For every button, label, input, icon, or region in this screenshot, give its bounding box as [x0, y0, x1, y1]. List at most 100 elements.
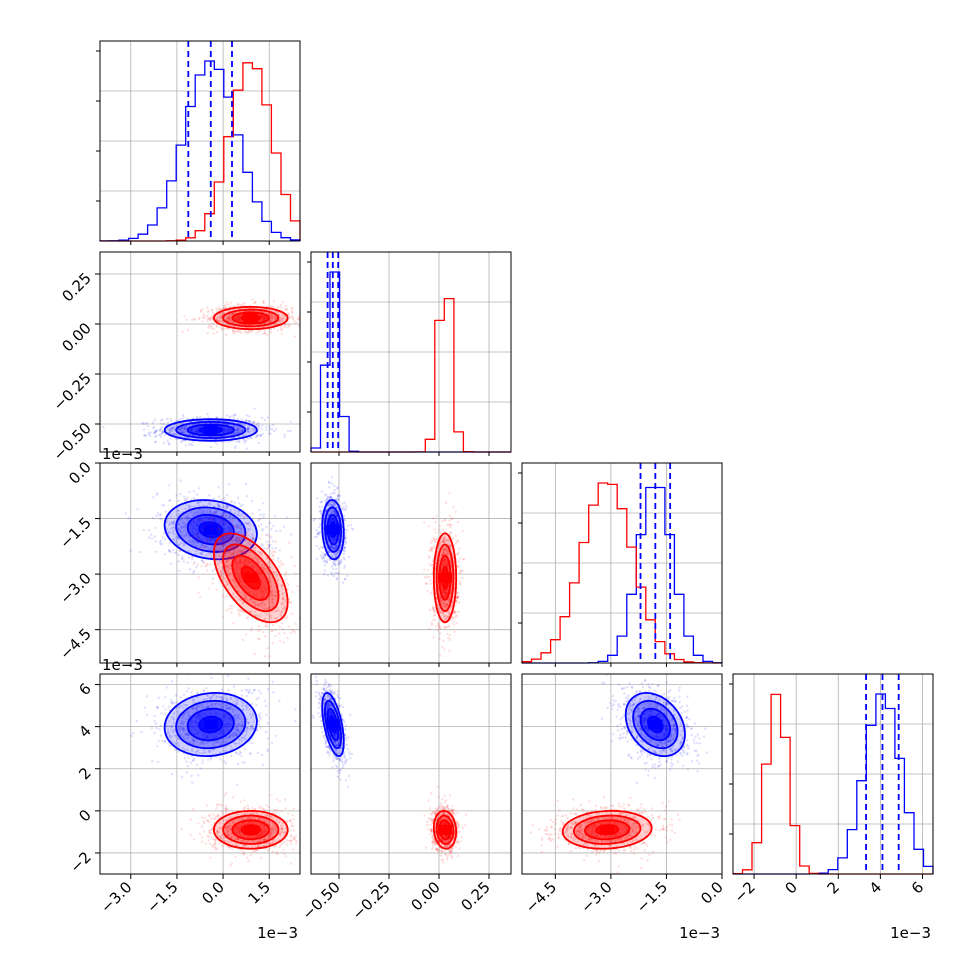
- scatter-point: [227, 316, 231, 319]
- scatter-point: [254, 557, 257, 560]
- scatter-point: [313, 535, 316, 539]
- scatter-point: [102, 425, 105, 429]
- scatter-point: [279, 316, 283, 320]
- scatter-point: [183, 427, 186, 430]
- scatter-point: [248, 524, 252, 527]
- scatter-point: [180, 431, 183, 434]
- scatter-point: [244, 439, 248, 443]
- scatter-point: [180, 427, 183, 430]
- scatter-point: [430, 621, 433, 625]
- scatter-point: [456, 521, 460, 524]
- scatter-point: [274, 428, 278, 431]
- scatter-point: [180, 526, 183, 530]
- scatter-point: [210, 318, 213, 322]
- scatter-point: [270, 315, 273, 318]
- scatter-point: [147, 529, 151, 532]
- scatter-point: [290, 308, 294, 311]
- scatter-point: [269, 305, 273, 308]
- scatter-point: [427, 525, 431, 528]
- scatter-point: [198, 504, 201, 507]
- scatter-point: [230, 320, 234, 324]
- scatter-point: [136, 508, 139, 511]
- scatter-point: [159, 513, 162, 516]
- scatter-point: [169, 550, 172, 553]
- scatter-point: [281, 300, 284, 304]
- scatter-point: [154, 429, 158, 432]
- scatter-point: [172, 538, 175, 541]
- scatter-point: [260, 434, 263, 437]
- scatter-point: [274, 322, 277, 326]
- scatter-point: [165, 417, 169, 421]
- scatter-point: [200, 552, 204, 556]
- scatter-point: [208, 547, 211, 551]
- scatter-point: [163, 538, 166, 541]
- scatter-point: [181, 330, 184, 333]
- scatter-point: [167, 431, 171, 434]
- scatter-point: [343, 564, 346, 568]
- scatter-point: [186, 508, 190, 511]
- scatter-point: [177, 544, 181, 547]
- scatter-point: [257, 421, 260, 424]
- scatter-point: [296, 584, 299, 588]
- scatter-point: [334, 571, 337, 575]
- scatter-point: [237, 514, 240, 517]
- scatter-point: [127, 517, 131, 520]
- scatter-point: [173, 520, 176, 523]
- scatter-point: [196, 541, 199, 545]
- scatter-point: [234, 431, 237, 434]
- scatter-point: [199, 310, 203, 313]
- scatter-point: [184, 425, 187, 429]
- scatter-point: [268, 429, 271, 432]
- scatter-point: [229, 312, 232, 316]
- scatter-point: [211, 536, 214, 539]
- scatter-point: [191, 541, 194, 544]
- scatter-point: [261, 630, 265, 634]
- scatter-point: [168, 484, 171, 487]
- scatter-point: [232, 550, 236, 553]
- scatter-point: [197, 317, 201, 321]
- scatter-point: [254, 301, 257, 304]
- scatter-point: [175, 494, 178, 497]
- scatter-point: [217, 557, 220, 560]
- scatter-point: [250, 329, 253, 332]
- scatter-point: [202, 504, 205, 507]
- scatter-point: [241, 601, 245, 605]
- scatter-point: [233, 433, 236, 436]
- scatter-point: [160, 432, 164, 436]
- scatter-point: [198, 551, 202, 555]
- scatter-point: [224, 514, 228, 517]
- scatter-point: [192, 514, 195, 518]
- scatter-point: [260, 529, 264, 532]
- scatter-point: [142, 434, 146, 437]
- scatter-point: [236, 426, 239, 429]
- scatter-point: [227, 555, 230, 558]
- scatter-point: [260, 427, 263, 430]
- scatter-point: [170, 429, 173, 432]
- scatter-point: [244, 419, 248, 422]
- scatter-point: [233, 501, 236, 504]
- scatter-point: [265, 570, 269, 573]
- scatter-point: [291, 316, 294, 319]
- scatter-point: [265, 625, 269, 628]
- scatter-point: [209, 445, 213, 449]
- scatter-point: [193, 542, 196, 545]
- scatter-point: [231, 545, 234, 549]
- scatter-point: [210, 546, 213, 549]
- scatter-point: [279, 320, 282, 323]
- scatter-point: [209, 563, 213, 566]
- scatter-point: [252, 430, 255, 433]
- scatter-point: [229, 318, 232, 321]
- scatter-point: [147, 431, 151, 435]
- scatter-point: [247, 522, 250, 525]
- scatter-point: [186, 561, 189, 564]
- scatter-point: [291, 311, 294, 314]
- scatter-point: [207, 324, 211, 327]
- scatter-point: [206, 320, 209, 323]
- scatter-point: [275, 576, 278, 579]
- scatter-point: [271, 642, 274, 645]
- scatter-point: [268, 655, 271, 658]
- scatter-point: [186, 417, 189, 420]
- scatter-point: [238, 502, 241, 505]
- scatter-point: [175, 538, 178, 541]
